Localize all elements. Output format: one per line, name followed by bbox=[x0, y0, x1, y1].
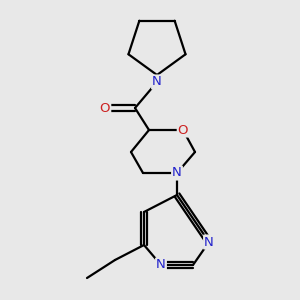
Text: N: N bbox=[204, 236, 214, 248]
Text: O: O bbox=[100, 101, 110, 115]
Text: N: N bbox=[152, 76, 162, 88]
Text: N: N bbox=[172, 167, 182, 179]
Text: O: O bbox=[178, 124, 188, 136]
Text: N: N bbox=[156, 259, 166, 272]
